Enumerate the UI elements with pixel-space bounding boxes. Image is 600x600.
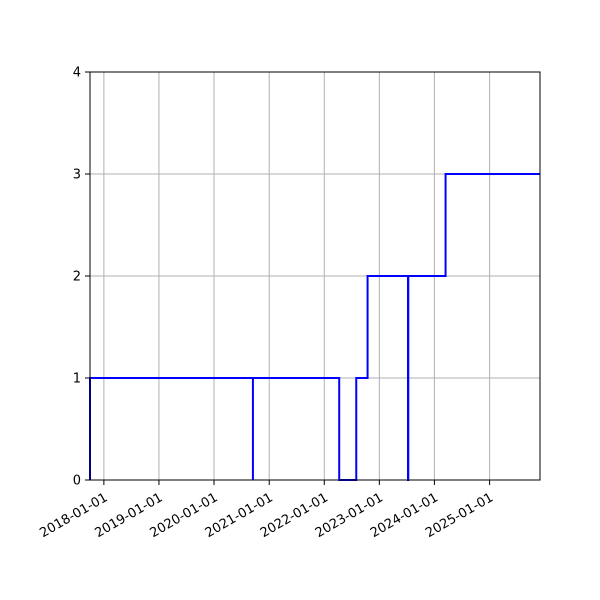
x-axis: 2018-01-012019-01-012020-01-012021-01-01… <box>37 480 496 541</box>
grid-lines <box>90 71 540 481</box>
y-tick-label: 0 <box>73 474 81 489</box>
series-group <box>89 173 540 481</box>
y-tick-label: 4 <box>73 66 81 81</box>
y-axis: 0 1 2 3 4 <box>73 66 90 489</box>
y-tick-label: 1 <box>73 372 81 387</box>
series-line <box>89 173 540 481</box>
y-tick-label: 3 <box>73 168 81 183</box>
y-tick-label: 2 <box>73 270 81 285</box>
